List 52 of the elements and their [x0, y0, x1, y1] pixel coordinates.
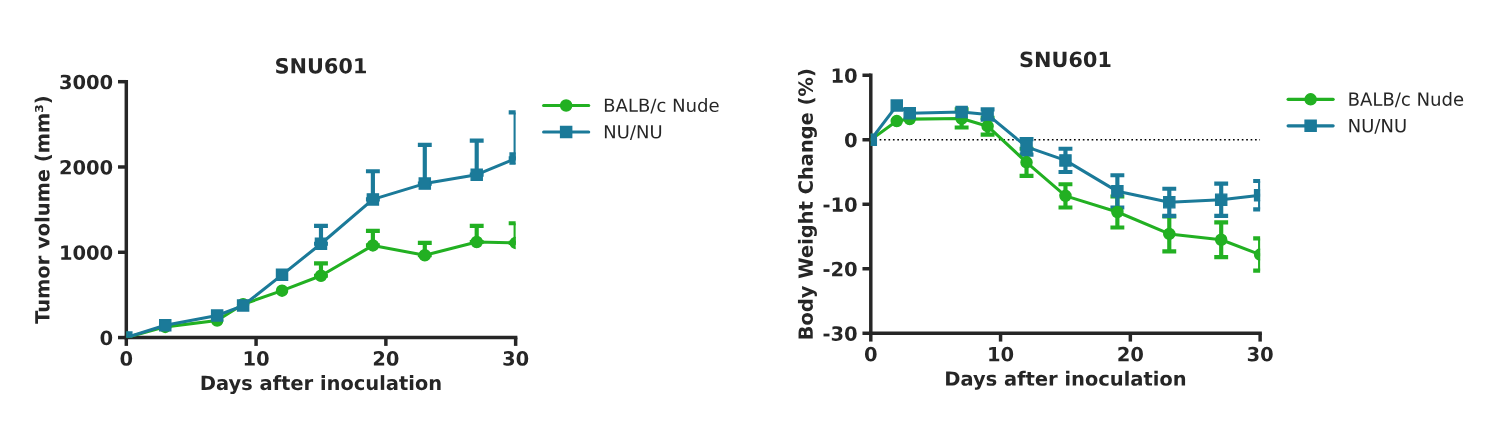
point: [955, 105, 968, 119]
x-axis-title: Days after inoculation: [946, 370, 1186, 390]
point: [1214, 233, 1228, 246]
x-tick-label: 10: [244, 351, 269, 366]
x-tick-label: 30: [1247, 346, 1273, 362]
point: [1111, 185, 1124, 198]
point: [210, 309, 224, 322]
point: [1111, 205, 1124, 219]
x-axis-title: Days after inoculation: [201, 375, 441, 395]
point: [1163, 196, 1176, 209]
y-tick-label: 3000: [60, 74, 113, 90]
y-tick-label: -20: [823, 261, 857, 277]
legend-label: BALB/c Nude: [1349, 91, 1464, 108]
point: [1059, 189, 1072, 203]
chart-title: SNU601: [1020, 51, 1111, 68]
point: [366, 193, 380, 206]
y-axis-title: Body Weight Change (%): [797, 69, 817, 339]
x-tick-label: 20: [373, 351, 399, 366]
point: [1020, 156, 1033, 169]
y-tick-label: 2000: [60, 159, 113, 175]
y-tick-label: 1000: [61, 245, 113, 260]
chart-title: SNU601: [276, 57, 366, 74]
point: [314, 237, 328, 250]
point: [275, 268, 289, 282]
point: [366, 239, 380, 252]
point: [470, 235, 483, 249]
legend-label: NU/NU: [1349, 119, 1406, 134]
point: [418, 249, 432, 262]
point: [470, 168, 483, 181]
legend-label: NU/NU: [604, 125, 662, 140]
y-tick-label: 0: [845, 132, 857, 148]
y-tick-label: -10: [823, 197, 857, 212]
point: [418, 177, 432, 190]
x-tick-label: 10: [989, 346, 1014, 362]
y-tick-label: 0: [100, 330, 113, 346]
legend-label: BALB/c Nude: [604, 98, 719, 114]
point: [890, 114, 904, 128]
y-tick-label: -30: [823, 326, 857, 341]
y-tick-label: 10: [832, 68, 857, 83]
point: [1059, 154, 1072, 167]
point: [981, 119, 994, 133]
point: [903, 107, 916, 120]
point: [275, 284, 289, 297]
point: [890, 99, 904, 112]
point: [1214, 193, 1228, 206]
x-tick-label: 30: [503, 351, 529, 366]
point: [1163, 227, 1176, 241]
y-axis-title: Tumor volume (mm³): [34, 97, 52, 324]
point: [314, 269, 328, 282]
x-tick-label: 20: [1118, 346, 1143, 362]
x-tick-label: 0: [864, 346, 877, 362]
x-tick-label: 0: [120, 351, 133, 366]
